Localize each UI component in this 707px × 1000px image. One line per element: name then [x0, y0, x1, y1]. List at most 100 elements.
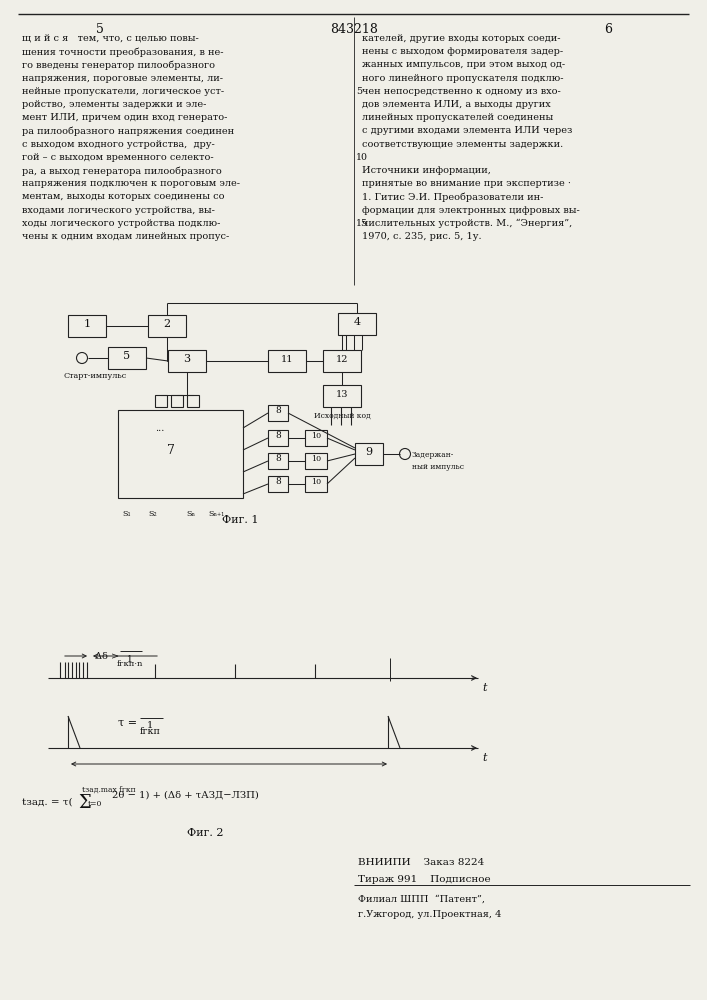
Text: 3: 3 [183, 354, 191, 364]
Bar [118, 410, 243, 498]
Text: 843218: 843218 [330, 23, 378, 36]
Text: Фиг. 1: Фиг. 1 [222, 515, 258, 525]
Text: 1: 1 [83, 319, 90, 329]
Text: Σ: Σ [78, 794, 90, 812]
Text: входами логического устройства, вы-: входами логического устройства, вы- [22, 206, 215, 215]
Text: 11: 11 [281, 355, 293, 364]
Text: чен непосредственно к одному из вхо-: чен непосредственно к одному из вхо- [362, 87, 561, 96]
Text: 13: 13 [336, 390, 349, 399]
Text: t: t [482, 683, 486, 693]
Text: 5: 5 [96, 23, 104, 36]
Text: щ и й с я   тем, что, с целью повы-: щ и й с я тем, что, с целью повы- [22, 34, 199, 43]
Text: нены с выходом формирователя задер-: нены с выходом формирователя задер- [362, 47, 563, 56]
Text: t=0: t=0 [88, 800, 103, 808]
Text: принятые во внимание при экспертизе ·: принятые во внимание при экспертизе · [362, 179, 571, 188]
Bar [268, 350, 306, 372]
Bar [168, 350, 206, 372]
Text: 8: 8 [275, 431, 281, 440]
Text: 1. Гитис Э.И. Преобразователи ин-: 1. Гитис Э.И. Преобразователи ин- [362, 192, 544, 202]
Text: Исходный код: Исходный код [314, 412, 370, 420]
Text: шения точности преобразования, в не-: шения точности преобразования, в не- [22, 47, 223, 57]
Text: 2θ − 1) + (Δδ + τАЗД−ЛЗП): 2θ − 1) + (Δδ + τАЗД−ЛЗП) [112, 791, 259, 800]
Bar [338, 313, 376, 335]
Bar [68, 315, 106, 337]
Text: ройство, элементы задержки и эле-: ройство, элементы задержки и эле- [22, 100, 206, 109]
Text: ...: ... [156, 424, 165, 433]
Text: 1: 1 [127, 655, 133, 664]
Bar [187, 395, 199, 407]
Text: 5: 5 [124, 351, 131, 361]
Bar [171, 395, 183, 407]
Text: 4: 4 [354, 317, 361, 327]
Text: напряжения подключен к пороговым эле-: напряжения подключен к пороговым эле- [22, 179, 240, 188]
Text: Филиал ШПП  “Патент”,: Филиал ШПП “Патент”, [358, 895, 485, 904]
Text: Источники информации,: Источники информации, [362, 166, 491, 175]
Text: 15: 15 [356, 219, 368, 228]
Text: формации для электронных цифровых вы-: формации для электронных цифровых вы- [362, 206, 580, 215]
Text: 1970, с. 235, рис. 5, 1у.: 1970, с. 235, рис. 5, 1у. [362, 232, 481, 241]
Text: с другими входами элемента ИЛИ через: с другими входами элемента ИЛИ через [362, 126, 573, 135]
Text: τ =: τ = [118, 718, 137, 728]
Text: 8: 8 [275, 406, 281, 415]
Text: 12: 12 [336, 355, 349, 364]
Text: 9: 9 [366, 447, 373, 457]
Text: с выходом входного устройства,  дру-: с выходом входного устройства, дру- [22, 140, 215, 149]
Text: 10: 10 [311, 455, 321, 463]
Text: t: t [482, 753, 486, 763]
Text: го введены генератор пилообразного: го введены генератор пилообразного [22, 60, 215, 70]
Text: гой – с выходом временного селекто-: гой – с выходом временного селекто- [22, 153, 214, 162]
Text: 7: 7 [167, 444, 175, 457]
Text: соответствующие элементы задержки.: соответствующие элементы задержки. [362, 140, 563, 149]
Bar [355, 443, 383, 465]
Text: дов элемента ИЛИ, а выходы других: дов элемента ИЛИ, а выходы других [362, 100, 551, 109]
Text: 10: 10 [356, 153, 368, 162]
Text: 10: 10 [311, 478, 321, 486]
Bar [268, 453, 288, 469]
Bar [155, 395, 167, 407]
Text: кателей, другие входы которых соеди-: кателей, другие входы которых соеди- [362, 34, 561, 43]
Text: Старт-импульс: Старт-импульс [64, 372, 127, 380]
Text: Sₙ₊₁: Sₙ₊₁ [208, 510, 224, 518]
Text: 8: 8 [275, 454, 281, 463]
Text: числительных устройств. М., “Энергия”,: числительных устройств. М., “Энергия”, [362, 219, 572, 228]
Text: tзад. = τ(: tзад. = τ( [22, 798, 73, 807]
Text: fгкп: fгкп [139, 727, 160, 736]
Text: Задержан-: Задержан- [412, 451, 455, 459]
Text: 5: 5 [356, 87, 362, 96]
Bar [268, 405, 288, 421]
Text: Тираж 991    Подписное: Тираж 991 Подписное [358, 875, 491, 884]
Text: Фиг. 2: Фиг. 2 [187, 828, 223, 838]
Text: ментам, выходы которых соединены со: ментам, выходы которых соединены со [22, 192, 225, 201]
Text: 10: 10 [311, 432, 321, 440]
Text: мент ИЛИ, причем один вход генерато-: мент ИЛИ, причем один вход генерато- [22, 113, 228, 122]
Text: S₂: S₂ [148, 510, 157, 518]
Text: Δδ >: Δδ > [95, 652, 119, 661]
Text: ра, а выход генератора пилообразного: ра, а выход генератора пилообразного [22, 166, 222, 176]
Text: г.Ужгород, ул.Проектная, 4: г.Ужгород, ул.Проектная, 4 [358, 910, 501, 919]
Text: линейных пропускателей соединены: линейных пропускателей соединены [362, 113, 554, 122]
Text: напряжения, пороговые элементы, ли-: напряжения, пороговые элементы, ли- [22, 74, 223, 83]
Bar [305, 453, 327, 469]
Text: ВНИИПИ    Заказ 8224: ВНИИПИ Заказ 8224 [358, 858, 484, 867]
Bar [268, 430, 288, 446]
Bar [148, 315, 186, 337]
Bar [268, 476, 288, 492]
Text: Sₙ: Sₙ [186, 510, 195, 518]
Text: 8: 8 [275, 477, 281, 486]
Text: ный импульс: ный импульс [412, 463, 464, 471]
Bar [305, 430, 327, 446]
Bar [323, 350, 361, 372]
Text: ходы логического устройства подклю-: ходы логического устройства подклю- [22, 219, 221, 228]
Text: fгкп·n: fгкп·n [117, 660, 144, 668]
Text: ра пилообразного напряжения соединен: ра пилообразного напряжения соединен [22, 126, 234, 136]
Text: нейные пропускатели, логическое уст-: нейные пропускатели, логическое уст- [22, 87, 224, 96]
Bar [305, 476, 327, 492]
Text: 6: 6 [604, 23, 612, 36]
Text: 1: 1 [147, 721, 153, 730]
Bar [108, 347, 146, 369]
Bar [323, 385, 361, 407]
Text: чены к одним входам линейных пропус-: чены к одним входам линейных пропус- [22, 232, 229, 241]
Text: 2: 2 [163, 319, 170, 329]
Text: tзад.max fгкп: tзад.max fгкп [82, 786, 136, 794]
Text: S₁: S₁ [122, 510, 131, 518]
